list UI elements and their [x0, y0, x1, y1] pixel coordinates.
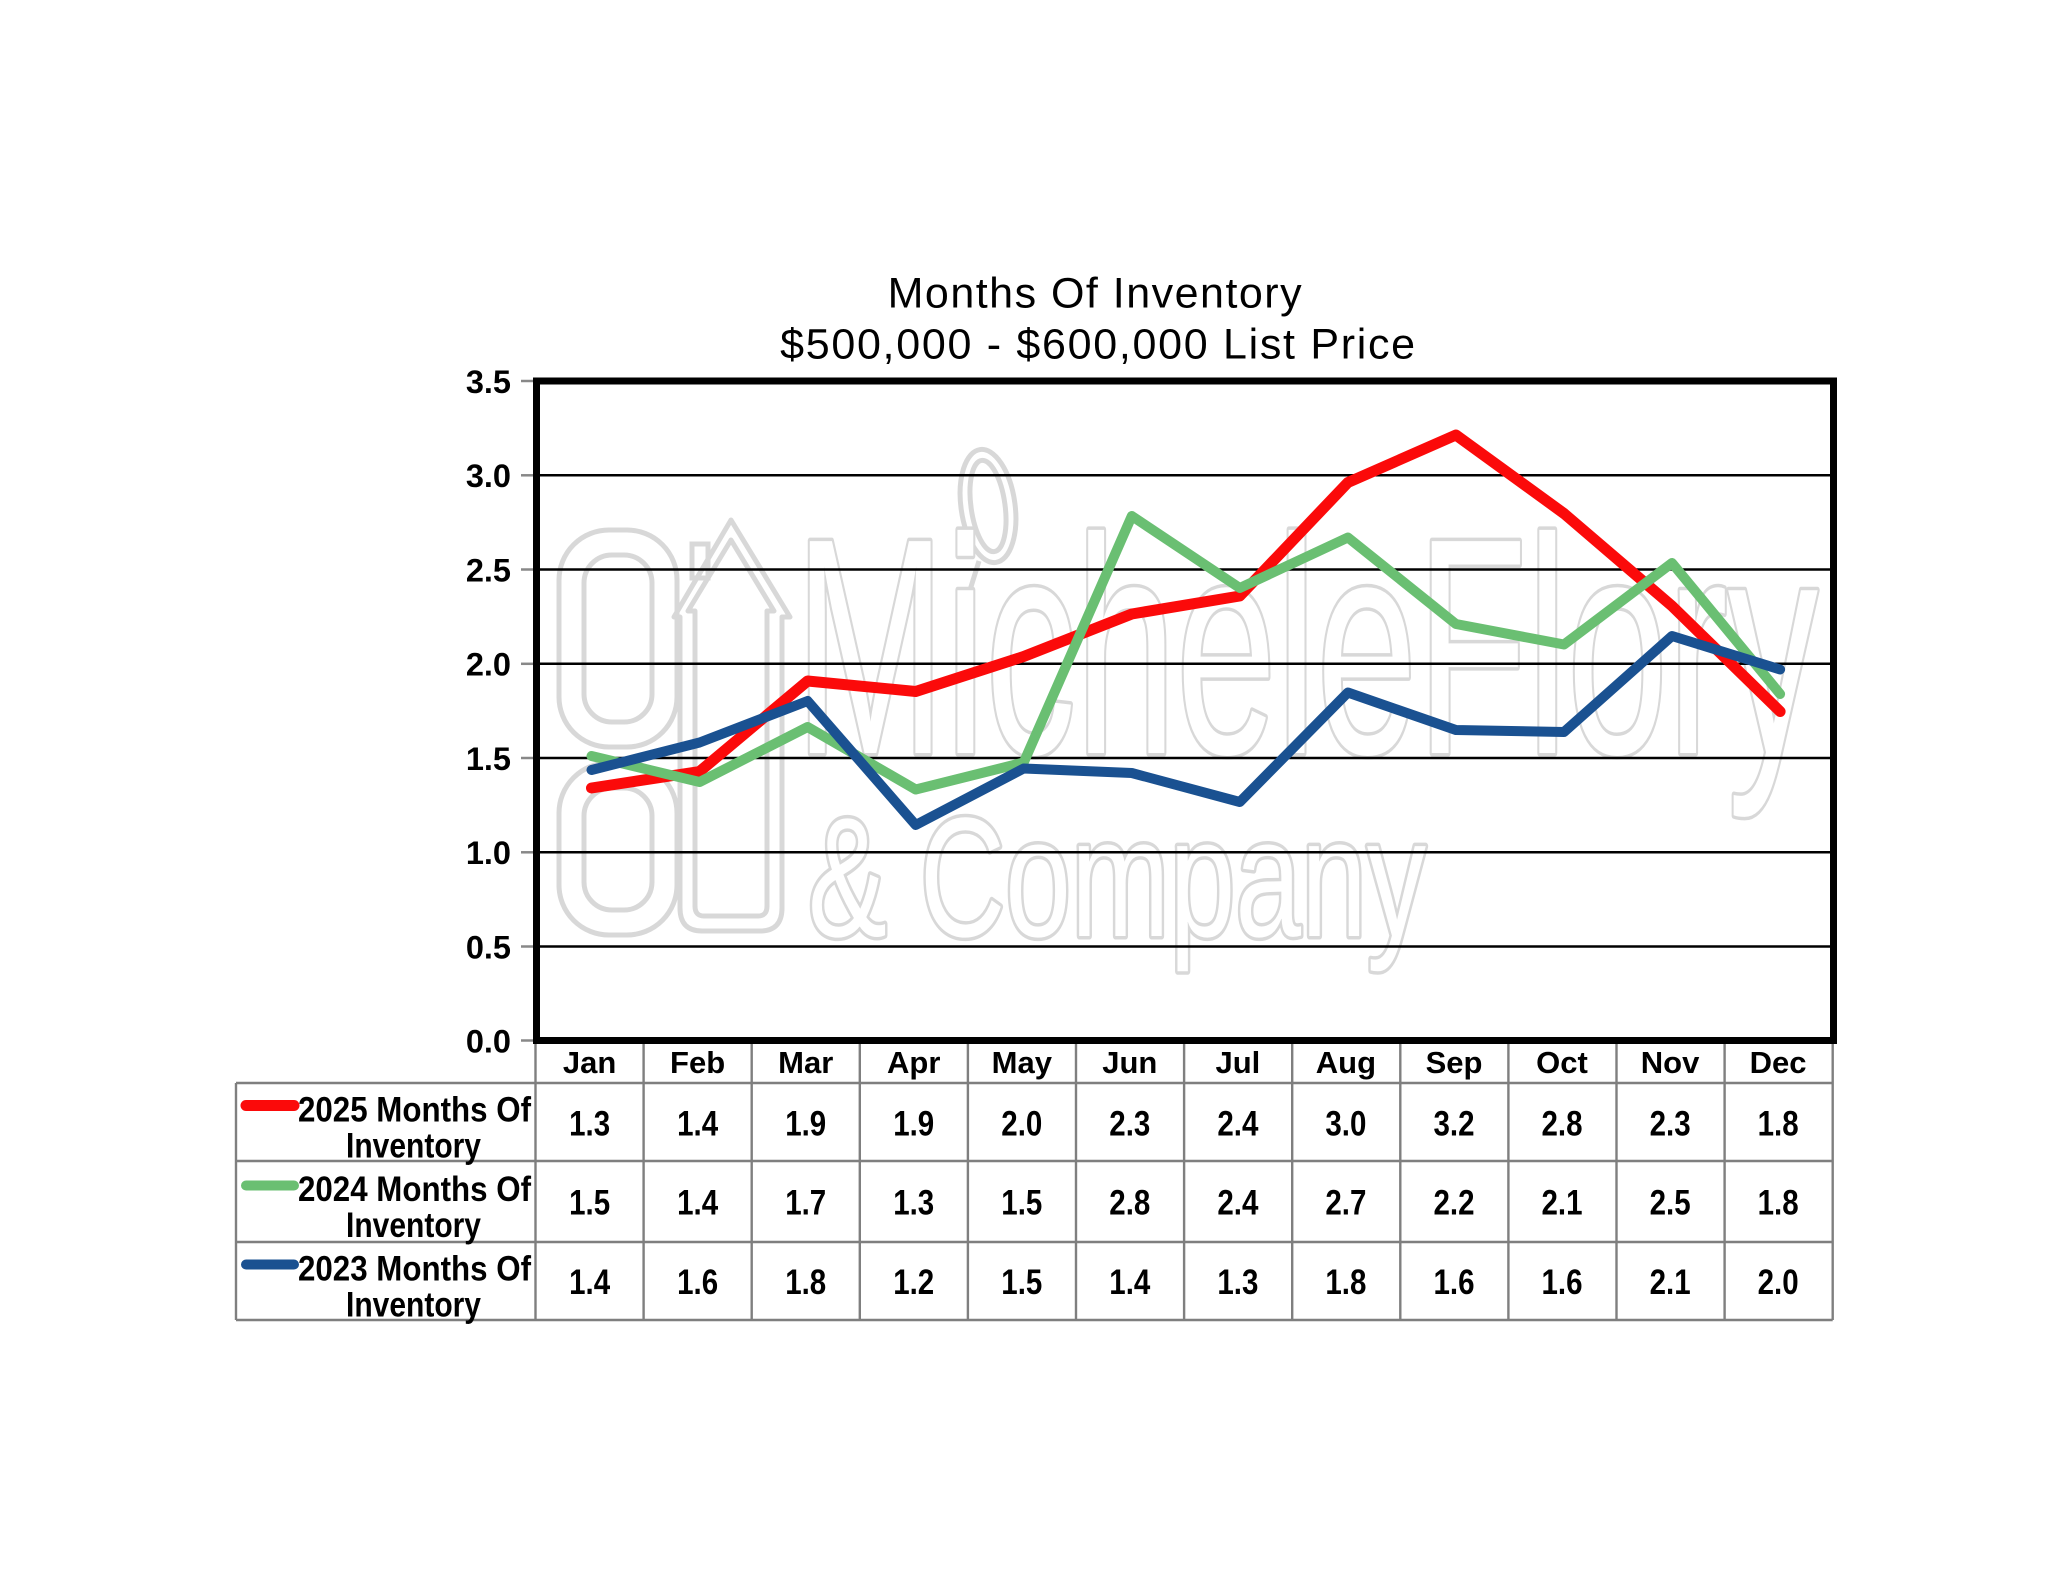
svg-text:1.7: 1.7	[785, 1184, 826, 1223]
svg-text:Nov: Nov	[1641, 1045, 1700, 1080]
svg-text:Jan: Jan	[563, 1045, 616, 1080]
svg-text:2.0: 2.0	[1001, 1105, 1042, 1144]
svg-text:2.1: 2.1	[1542, 1184, 1583, 1223]
svg-text:Dec: Dec	[1750, 1045, 1807, 1080]
svg-text:1.8: 1.8	[1758, 1105, 1799, 1144]
svg-text:2.5: 2.5	[1650, 1184, 1691, 1223]
svg-text:Aug: Aug	[1316, 1045, 1376, 1080]
svg-text:3.0: 3.0	[466, 458, 511, 494]
svg-text:2.3: 2.3	[1109, 1105, 1150, 1144]
svg-text:Inventory: Inventory	[346, 1286, 481, 1325]
svg-text:0.0: 0.0	[466, 1023, 511, 1059]
svg-text:2.2: 2.2	[1434, 1184, 1475, 1223]
svg-text:1.6: 1.6	[1434, 1263, 1475, 1302]
svg-text:1.5: 1.5	[569, 1184, 610, 1223]
svg-text:2024 Months Of: 2024 Months Of	[298, 1170, 531, 1209]
svg-text:3.2: 3.2	[1434, 1105, 1475, 1144]
svg-text:3.5: 3.5	[466, 364, 511, 400]
svg-text:0.5: 0.5	[466, 929, 511, 965]
svg-text:Oct: Oct	[1536, 1045, 1588, 1080]
svg-text:1.0: 1.0	[466, 835, 511, 871]
svg-text:2023 Months Of: 2023 Months Of	[298, 1250, 531, 1289]
svg-text:1.6: 1.6	[677, 1263, 718, 1302]
svg-text:Mar: Mar	[778, 1045, 833, 1080]
svg-text:Inventory: Inventory	[346, 1127, 481, 1166]
svg-text:Apr: Apr	[887, 1045, 940, 1080]
svg-text:1.8: 1.8	[1325, 1263, 1366, 1302]
svg-text:1.4: 1.4	[677, 1105, 718, 1144]
svg-text:2.5: 2.5	[466, 552, 511, 588]
svg-text:2.8: 2.8	[1109, 1184, 1150, 1223]
svg-text:1.3: 1.3	[569, 1105, 610, 1144]
svg-text:3.0: 3.0	[1325, 1105, 1366, 1144]
svg-text:1.4: 1.4	[569, 1263, 610, 1302]
svg-text:1.9: 1.9	[785, 1105, 826, 1144]
svg-text:May: May	[992, 1045, 1053, 1080]
svg-text:1.3: 1.3	[1217, 1263, 1258, 1302]
svg-text:2.3: 2.3	[1650, 1105, 1691, 1144]
svg-text:1.8: 1.8	[1758, 1184, 1799, 1223]
svg-text:2.0: 2.0	[466, 647, 511, 683]
svg-text:1.4: 1.4	[677, 1184, 718, 1223]
svg-text:1.3: 1.3	[893, 1184, 934, 1223]
svg-text:Months Of Inventory: Months Of Inventory	[888, 270, 1303, 318]
svg-text:2.4: 2.4	[1217, 1184, 1258, 1223]
svg-text:1.8: 1.8	[785, 1263, 826, 1302]
svg-text:2.0: 2.0	[1758, 1263, 1799, 1302]
svg-text:2.1: 2.1	[1650, 1263, 1691, 1302]
svg-text:1.5: 1.5	[466, 741, 511, 777]
svg-text:Inventory: Inventory	[346, 1206, 481, 1245]
svg-text:Jun: Jun	[1102, 1045, 1157, 1080]
svg-text:Sep: Sep	[1426, 1045, 1483, 1080]
svg-text:1.2: 1.2	[893, 1263, 934, 1302]
svg-text:Feb: Feb	[670, 1045, 725, 1080]
svg-text:Jul: Jul	[1216, 1045, 1261, 1080]
svg-text:2.7: 2.7	[1325, 1184, 1366, 1223]
svg-text:1.4: 1.4	[1109, 1263, 1150, 1302]
svg-text:1.5: 1.5	[1001, 1263, 1042, 1302]
svg-text:1.9: 1.9	[893, 1105, 934, 1144]
svg-text:$500,000 - $600,000 List Price: $500,000 - $600,000 List Price	[780, 321, 1415, 369]
svg-text:2025 Months Of: 2025 Months Of	[298, 1091, 531, 1130]
svg-text:2.4: 2.4	[1217, 1105, 1258, 1144]
svg-text:1.5: 1.5	[1001, 1184, 1042, 1223]
svg-text:1.6: 1.6	[1542, 1263, 1583, 1302]
svg-text:2.8: 2.8	[1542, 1105, 1583, 1144]
